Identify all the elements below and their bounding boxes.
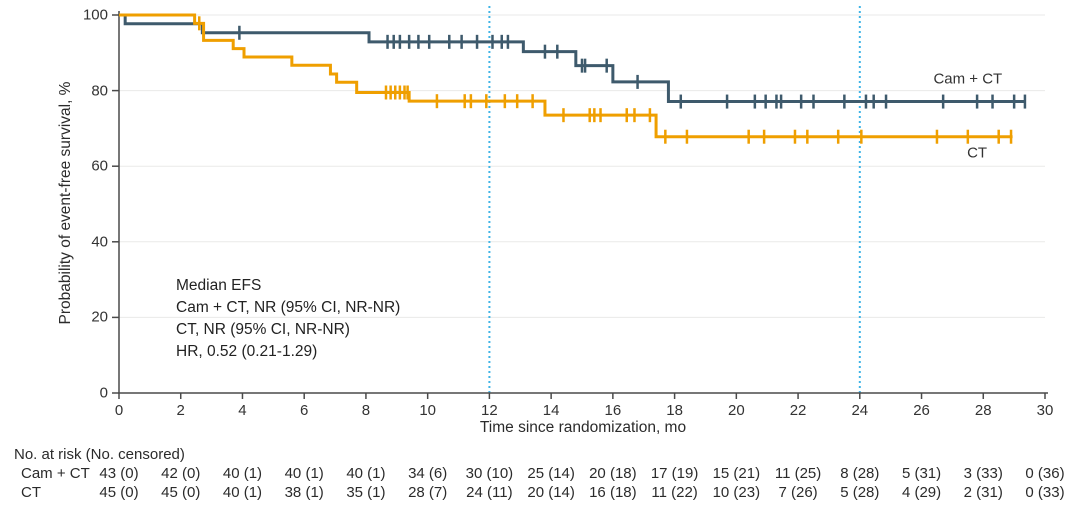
x-tick-label-16: 16 bbox=[604, 402, 622, 419]
x-tick-label-14: 14 bbox=[542, 402, 560, 419]
risk-cell-camct-t8: 40 (1) bbox=[346, 465, 386, 482]
risk-cell-camct-t26: 5 (31) bbox=[901, 465, 942, 482]
risk-cell-camct-t6: 40 (1) bbox=[284, 465, 324, 482]
series-curve-cam-ct bbox=[119, 13, 1025, 104]
risk-cell-ct-t26: 4 (29) bbox=[901, 484, 942, 501]
risk-cell-camct-t30: 0 (36) bbox=[1025, 465, 1065, 482]
x-tick-label-6: 6 bbox=[300, 402, 309, 419]
risk-cell-ct-t0: 45 (0) bbox=[99, 484, 139, 501]
x-axis-title: Time since randomization, mo bbox=[479, 419, 687, 436]
x-tick-label-8: 8 bbox=[361, 402, 371, 419]
risk-cell-ct-t16: 16 (18) bbox=[589, 484, 637, 501]
series-label-ct: CT bbox=[967, 144, 988, 162]
risk-cell-ct-t22: 7 (26) bbox=[778, 484, 818, 501]
x-tick-label-18: 18 bbox=[666, 402, 683, 419]
x-tick-label-20: 20 bbox=[727, 402, 745, 419]
y-tick-label-60: 60 bbox=[91, 157, 108, 175]
x-tick-label-10: 10 bbox=[419, 402, 436, 419]
km-chart-canvas bbox=[112, 6, 1048, 399]
risk-cell-camct-t22: 11 (25) bbox=[774, 465, 822, 482]
series-curve-ct bbox=[119, 13, 1013, 139]
risk-cell-camct-t20: 15 (21) bbox=[712, 465, 761, 482]
annotation-line-ct: CT, NR (95% CI, NR-NR) bbox=[176, 321, 350, 338]
y-tick-label-0: 0 bbox=[99, 384, 108, 402]
risk-cell-ct-t4: 40 (1) bbox=[222, 484, 263, 501]
risk-row-label-ct: CT bbox=[21, 484, 41, 501]
x-tick-label-12: 12 bbox=[481, 402, 498, 419]
risk-cell-camct-t16: 20 (18) bbox=[589, 465, 637, 482]
annotation-line-hr: HR, 0.52 (0.21-1.29) bbox=[176, 343, 318, 360]
y-tick-label-40: 40 bbox=[91, 233, 108, 251]
y-tick-label-20: 20 bbox=[91, 308, 108, 326]
x-tick-label-22: 22 bbox=[789, 402, 807, 419]
x-tick-label-2: 2 bbox=[176, 402, 185, 419]
x-tick-label-4: 4 bbox=[238, 402, 247, 419]
risk-cell-ct-t8: 35 (1) bbox=[346, 484, 386, 501]
risk-cell-ct-t30: 0 (33) bbox=[1025, 484, 1065, 501]
risk-cell-ct-t24: 5 (28) bbox=[840, 484, 880, 501]
risk-cell-ct-t28: 2 (31) bbox=[963, 484, 1003, 501]
risk-cell-camct-t12: 30 (10) bbox=[465, 465, 514, 482]
y-axis-title: Probability of event-free survival, % bbox=[57, 81, 74, 325]
y-tick-label-100: 100 bbox=[82, 6, 108, 24]
risk-cell-ct-t12: 24 (11) bbox=[466, 484, 513, 501]
risk-cell-camct-t14: 25 (14) bbox=[527, 465, 575, 482]
risk-cell-ct-t18: 11 (22) bbox=[651, 484, 698, 501]
risk-table-header: No. at risk (No. censored) bbox=[14, 446, 185, 463]
x-tick-label-24: 24 bbox=[851, 402, 869, 419]
risk-cell-camct-t0: 43 (0) bbox=[99, 465, 139, 482]
risk-cell-camct-t18: 17 (19) bbox=[650, 465, 699, 482]
risk-cell-ct-t14: 20 (14) bbox=[527, 484, 575, 501]
risk-cell-camct-t2: 42 (0) bbox=[161, 465, 201, 482]
annotation-line-camct: Cam + CT, NR (95% CI, NR-NR) bbox=[176, 299, 401, 316]
annotation-line-median-efs: Median EFS bbox=[176, 277, 262, 294]
risk-cell-camct-t24: 8 (28) bbox=[840, 465, 880, 482]
risk-cell-ct-t6: 38 (1) bbox=[284, 484, 324, 501]
risk-row-label-camct: Cam + CT bbox=[21, 465, 90, 482]
series-label-cam-ct: Cam + CT bbox=[933, 70, 1003, 88]
risk-cell-ct-t20: 10 (23) bbox=[712, 484, 761, 501]
risk-cell-ct-t2: 45 (0) bbox=[161, 484, 201, 501]
x-tick-label-26: 26 bbox=[913, 402, 930, 419]
risk-cell-camct-t10: 34 (6) bbox=[408, 465, 448, 482]
risk-cell-ct-t10: 28 (7) bbox=[408, 484, 448, 501]
median-efs-annotation: Median EFS Cam + CT, NR (95% CI, NR-NR) … bbox=[176, 275, 400, 363]
x-tick-label-30: 30 bbox=[1036, 402, 1054, 419]
risk-cell-camct-t28: 3 (33) bbox=[963, 465, 1003, 482]
x-tick-label-28: 28 bbox=[974, 402, 992, 419]
x-tick-label-0: 0 bbox=[114, 402, 124, 419]
y-tick-label-80: 80 bbox=[91, 82, 108, 100]
risk-cell-camct-t4: 40 (1) bbox=[222, 465, 263, 482]
